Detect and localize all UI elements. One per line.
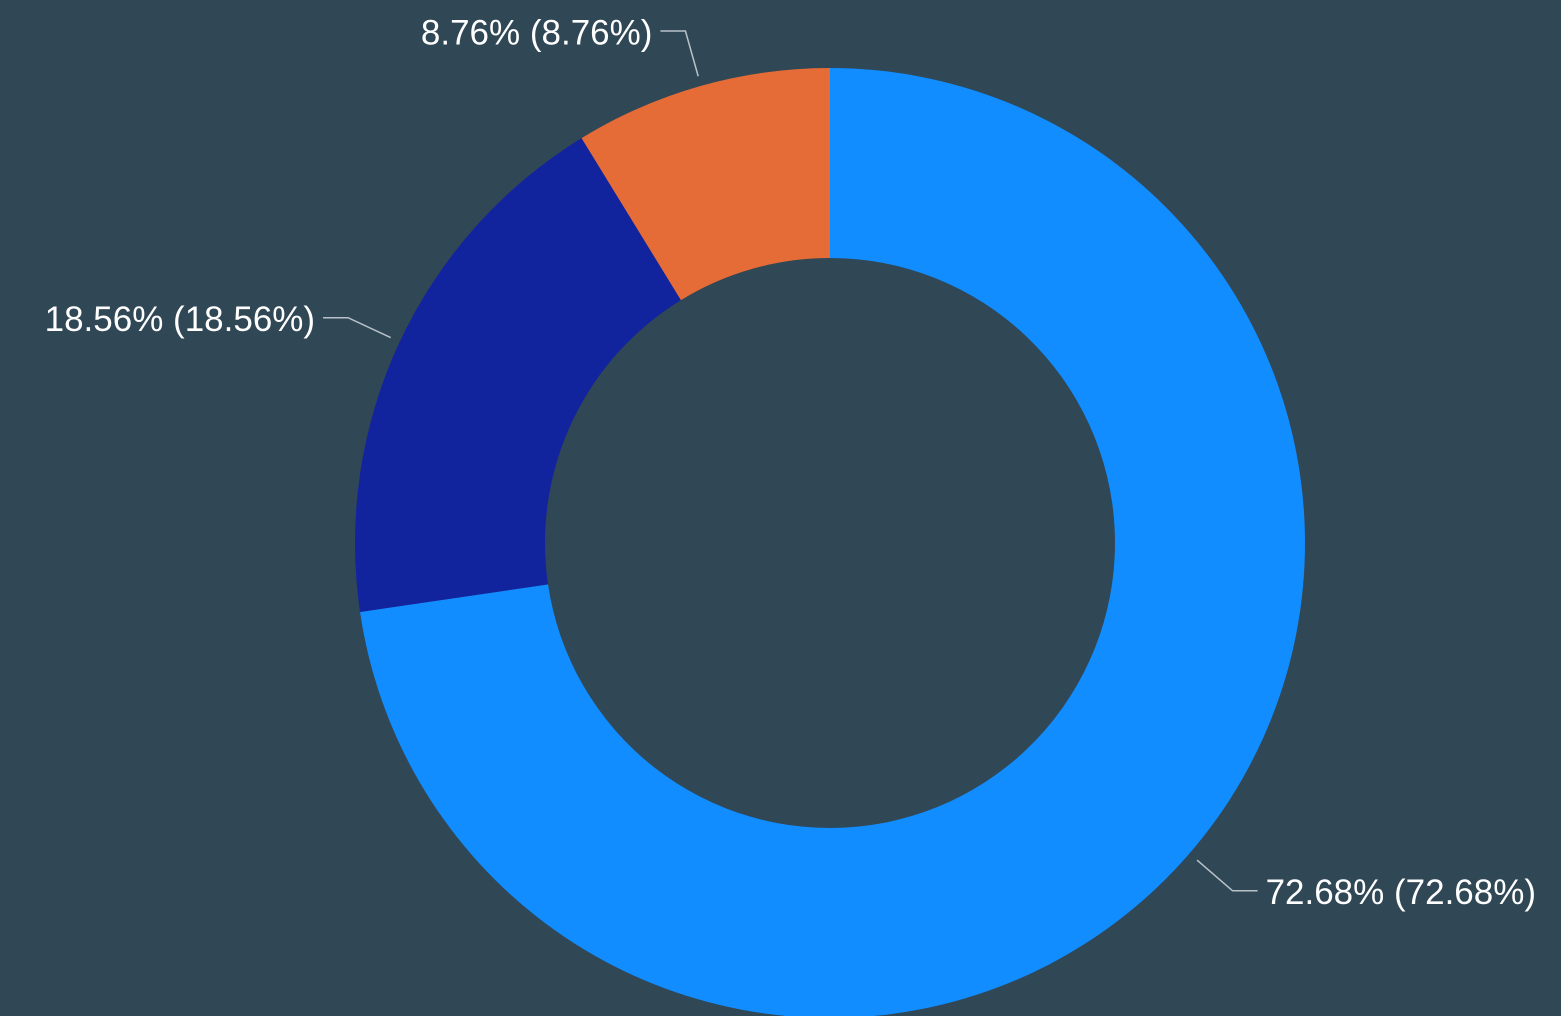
donut-slice: [355, 138, 681, 612]
data-label: 18.56% (18.56%): [45, 300, 315, 339]
leader-line: [660, 30, 699, 77]
donut-slice: [581, 67, 830, 301]
leader-line: [323, 316, 391, 339]
donut-slice: [360, 68, 1305, 1016]
leader-line: [1196, 859, 1258, 892]
data-label: 8.76% (8.76%): [421, 13, 653, 52]
data-label: 72.68% (72.68%): [1266, 873, 1536, 912]
